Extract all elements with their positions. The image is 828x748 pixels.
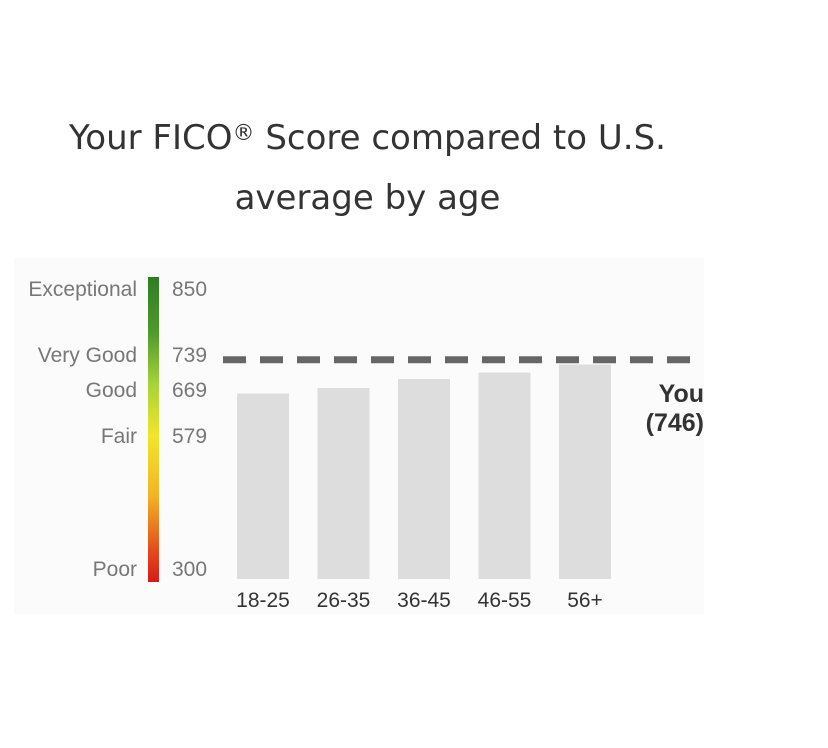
bar-26-35: [317, 388, 370, 579]
score-850: 850: [172, 278, 208, 301]
x-tick-18-25: 18-25: [236, 589, 290, 612]
score-669: 669: [172, 379, 208, 402]
rating-very-good: Very Good: [37, 344, 137, 367]
rating-poor: Poor: [92, 558, 137, 581]
rating-good: Good: [85, 379, 137, 402]
you-score-text: (746): [645, 409, 704, 437]
x-tick-46-55: 46-55: [478, 589, 532, 612]
rating-exceptional: Exceptional: [28, 278, 137, 301]
x-tick-56+: 56+: [567, 589, 603, 612]
you-label: You (746): [646, 380, 704, 438]
bar-56+: [559, 364, 611, 579]
rating-fair: Fair: [100, 425, 137, 448]
chart-title: Your FICO® Score compared to U.S. averag…: [69, 118, 666, 218]
bar-36-45: [398, 379, 450, 579]
bar-18-25: [237, 393, 289, 579]
you-label-text: You: [658, 380, 704, 408]
x-tick-36-45: 36-45: [397, 589, 451, 612]
score-739: 739: [172, 344, 208, 367]
score-579: 579: [172, 425, 208, 448]
score-scale-bar: [148, 277, 159, 582]
x-tick-26-35: 26-35: [317, 589, 371, 612]
score-300: 300: [172, 558, 208, 581]
bar-46-55: [478, 372, 531, 579]
